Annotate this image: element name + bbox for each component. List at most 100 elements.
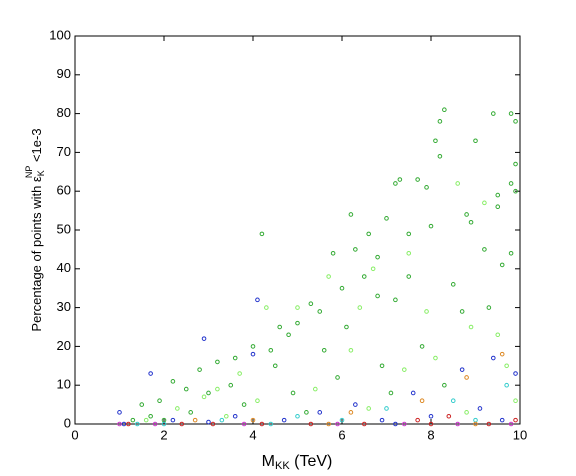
point xyxy=(375,293,380,299)
point xyxy=(402,421,407,427)
point xyxy=(295,320,300,326)
point xyxy=(241,402,247,407)
point xyxy=(459,309,465,314)
point xyxy=(410,390,416,396)
point xyxy=(442,107,447,113)
point xyxy=(255,398,260,404)
point xyxy=(308,301,314,307)
point xyxy=(455,181,461,186)
point xyxy=(437,153,443,159)
point xyxy=(464,375,469,380)
y-tick-label: 10 xyxy=(57,377,71,392)
point xyxy=(232,413,238,419)
point xyxy=(361,421,367,427)
x-tick-label: 10 xyxy=(513,427,527,442)
point xyxy=(464,410,469,415)
point xyxy=(295,413,300,419)
point xyxy=(406,250,412,256)
point xyxy=(495,192,501,198)
y-tick-label: 90 xyxy=(57,66,71,81)
point xyxy=(366,231,372,237)
point xyxy=(353,247,358,252)
point xyxy=(348,410,354,415)
point xyxy=(464,212,469,217)
x-tick-label: 6 xyxy=(338,427,345,442)
point xyxy=(130,417,136,423)
point xyxy=(499,262,505,268)
point xyxy=(415,177,420,182)
point xyxy=(482,247,487,252)
point xyxy=(139,402,145,407)
point xyxy=(259,421,265,427)
x-axis-label: MKK (TeV) xyxy=(262,453,333,472)
point xyxy=(224,413,229,419)
point xyxy=(117,421,122,427)
point xyxy=(313,386,318,392)
point xyxy=(366,406,372,411)
point xyxy=(219,417,225,423)
point xyxy=(415,417,420,423)
point xyxy=(326,421,331,427)
point xyxy=(428,421,434,427)
point xyxy=(206,390,211,396)
point xyxy=(504,363,509,369)
point xyxy=(491,111,496,116)
point xyxy=(268,347,274,353)
point xyxy=(357,305,363,310)
point xyxy=(250,344,256,349)
y-tick-label: 30 xyxy=(57,299,71,314)
point xyxy=(437,119,443,124)
point xyxy=(379,363,385,369)
point xyxy=(393,297,398,303)
point xyxy=(393,181,398,186)
point xyxy=(384,216,389,221)
point xyxy=(268,421,274,427)
point xyxy=(424,185,429,190)
point xyxy=(473,138,478,144)
point xyxy=(353,402,358,407)
point xyxy=(286,332,291,338)
point xyxy=(513,417,518,423)
point xyxy=(157,398,162,404)
point xyxy=(250,351,256,357)
point xyxy=(384,406,389,411)
point xyxy=(201,394,207,400)
point xyxy=(468,219,474,225)
point xyxy=(170,379,176,384)
point xyxy=(259,231,265,237)
point xyxy=(419,398,425,404)
point xyxy=(317,410,323,415)
point xyxy=(335,375,340,380)
point xyxy=(348,347,354,353)
point xyxy=(473,421,478,427)
point xyxy=(513,188,518,194)
point xyxy=(339,417,345,423)
point xyxy=(308,421,314,427)
point xyxy=(192,417,198,423)
point xyxy=(121,421,127,427)
point xyxy=(508,111,514,116)
point xyxy=(277,324,283,330)
point xyxy=(419,344,425,349)
x-tick-label: 8 xyxy=(427,427,434,442)
point xyxy=(197,367,202,372)
point xyxy=(428,413,434,419)
plot-frame xyxy=(74,35,521,425)
point xyxy=(379,417,385,423)
point xyxy=(499,351,505,357)
point xyxy=(317,309,323,314)
point xyxy=(375,254,380,260)
point xyxy=(508,181,514,186)
point xyxy=(508,421,514,427)
y-tick-label: 100 xyxy=(49,27,71,42)
y-tick-label: 60 xyxy=(57,183,71,198)
point xyxy=(215,386,220,392)
point xyxy=(152,421,158,427)
point xyxy=(455,421,461,427)
point xyxy=(499,417,505,423)
point xyxy=(179,421,185,427)
point xyxy=(446,413,452,419)
point xyxy=(321,347,327,353)
point xyxy=(513,371,518,376)
point xyxy=(295,305,300,310)
